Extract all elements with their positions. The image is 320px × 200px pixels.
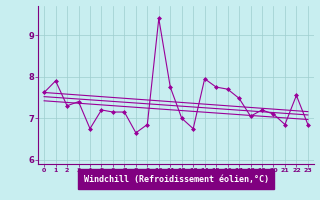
X-axis label: Windchill (Refroidissement éolien,°C): Windchill (Refroidissement éolien,°C) — [84, 175, 268, 184]
